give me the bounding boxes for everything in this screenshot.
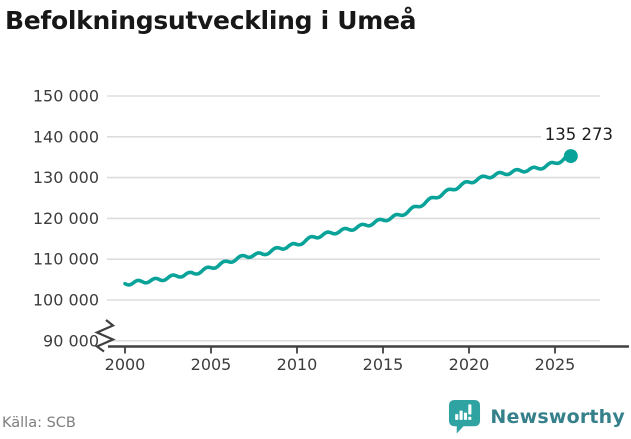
newsworthy-wordmark: Newsworthy bbox=[490, 405, 625, 428]
y-tick-label: 120 000 bbox=[33, 209, 99, 228]
gridlines bbox=[107, 95, 600, 342]
y-tick-label: 140 000 bbox=[33, 127, 99, 146]
population-line bbox=[123, 154, 573, 287]
y-tick-label: 150 000 bbox=[33, 87, 99, 106]
axis-break-icon bbox=[94, 319, 116, 353]
x-tick-label: 2020 bbox=[449, 355, 490, 374]
axes: 150 000 140 000 130 000 120 000 110 000 100 0… bbox=[33, 87, 629, 374]
x-tick-label: 2005 bbox=[191, 355, 232, 374]
end-point-dot bbox=[563, 149, 578, 164]
x-tick-label: 2010 bbox=[277, 355, 318, 374]
y-tick-label: 90 000 bbox=[43, 331, 99, 350]
x-tick-label: 2000 bbox=[105, 355, 146, 374]
newsworthy-logo[interactable]: Newsworthy bbox=[448, 399, 625, 434]
newsworthy-bubble-icon bbox=[449, 400, 481, 434]
series: 135 273 bbox=[123, 123, 615, 287]
page-title: Befolkningsutveckling i Umeå bbox=[5, 6, 417, 35]
end-value-label: 135 273 bbox=[545, 125, 613, 144]
x-tick-label: 2025 bbox=[535, 355, 576, 374]
x-tick-label: 2015 bbox=[363, 355, 404, 374]
end-label-backing bbox=[541, 123, 615, 144]
source-caption: Källa: SCB bbox=[2, 415, 76, 431]
y-tick-label: 130 000 bbox=[33, 168, 99, 187]
y-tick-label: 100 000 bbox=[33, 291, 99, 310]
y-tick-label: 110 000 bbox=[33, 250, 99, 269]
